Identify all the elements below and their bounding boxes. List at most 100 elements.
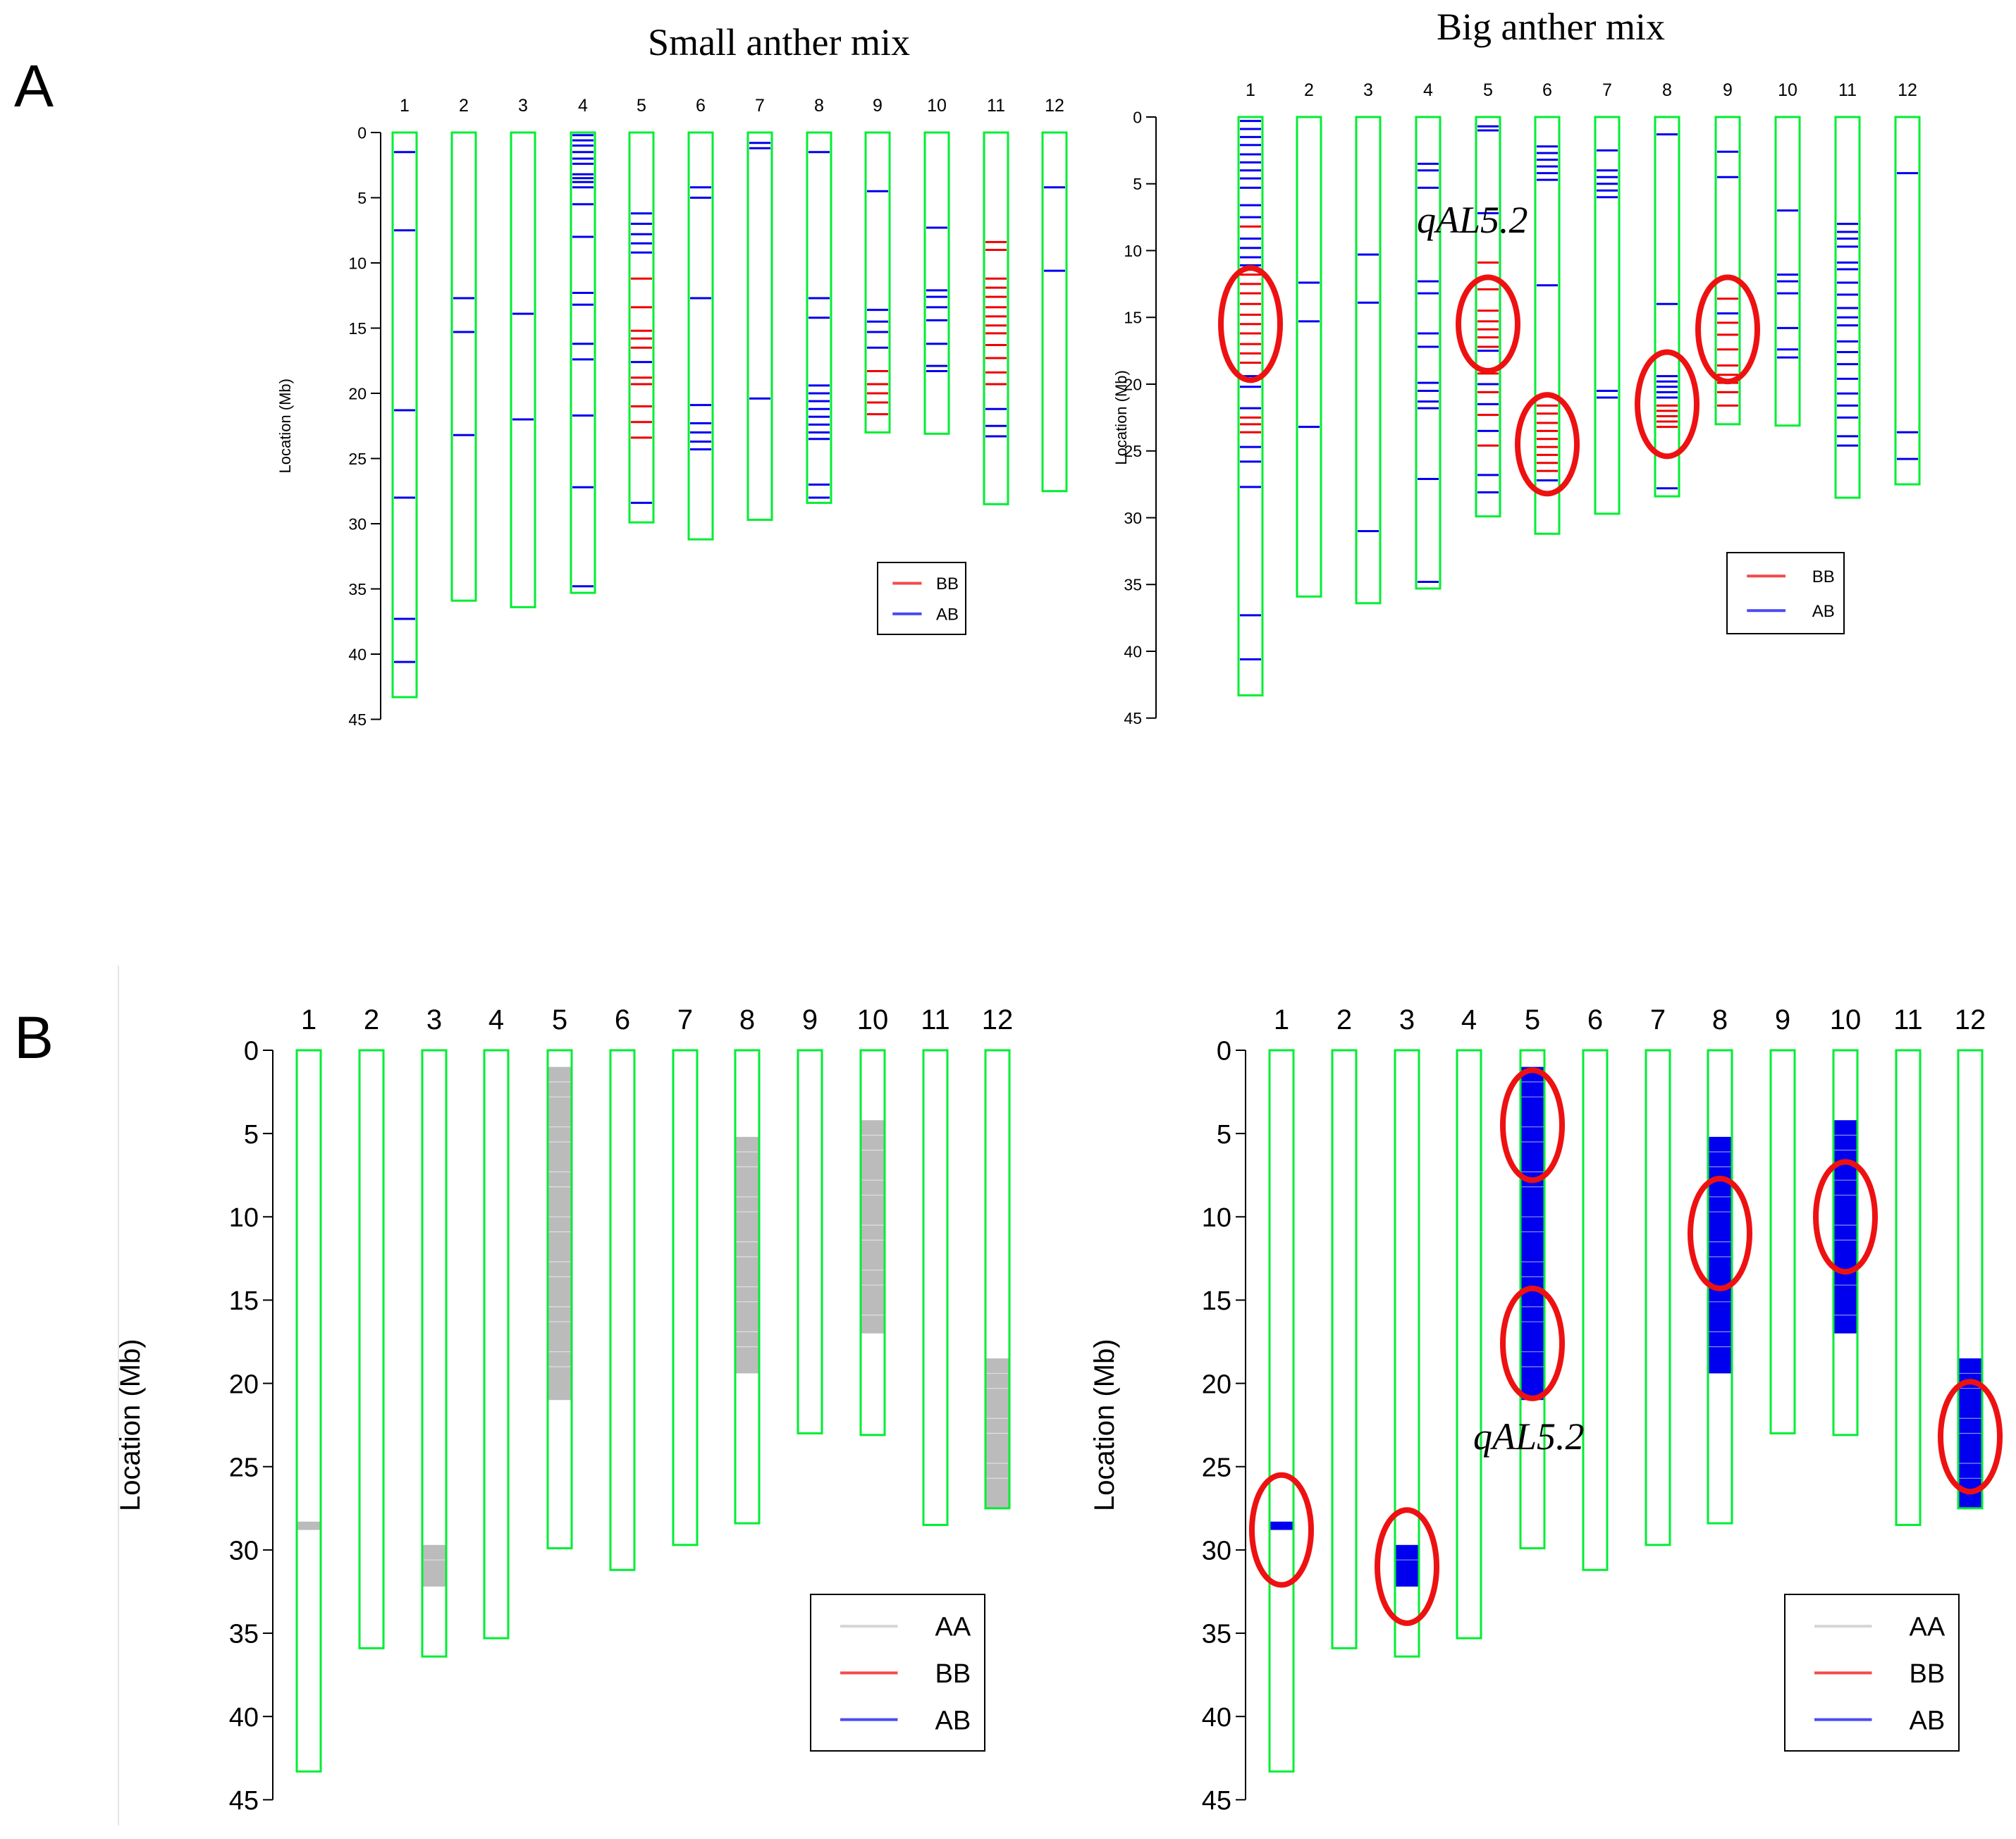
chromosome-label: 8: [814, 96, 824, 116]
legend-label-BB: BB: [1910, 1659, 1946, 1689]
chromosome-label: 2: [1304, 80, 1314, 100]
chromosome-9: [1714, 116, 1741, 426]
y-tick-label: 25: [1202, 1453, 1231, 1482]
chromosome-5: [628, 131, 655, 524]
chromosome-label: 8: [1662, 80, 1672, 100]
chromosome-11: [983, 131, 1009, 505]
genotype-block-AB: [1270, 1521, 1293, 1530]
legend-label-AB: AB: [935, 1706, 971, 1735]
y-tick-label: 30: [229, 1537, 259, 1566]
qtl-annotation: qAL5.2: [1473, 1415, 1585, 1458]
chromosome-label: 12: [1955, 1004, 1986, 1035]
chromosome-label: 6: [1542, 80, 1552, 100]
chromosome-4: [1415, 116, 1442, 590]
genotype-block-AA: [735, 1136, 759, 1374]
y-tick-label: 45: [1202, 1786, 1231, 1816]
highlight-circle: [1635, 349, 1700, 460]
genotype-block-AB: [1395, 1544, 1419, 1587]
y-tick-label: 35: [348, 580, 367, 598]
chromosome-3: [510, 131, 536, 608]
chromosome-5: [1519, 1049, 1546, 1550]
highlight-circle: [1515, 392, 1580, 497]
y-tick-label: 5: [244, 1120, 259, 1150]
chromosome-label: 4: [1423, 80, 1433, 100]
y-tick-label: 20: [1124, 375, 1142, 393]
chromosome-1: [391, 131, 418, 699]
chromosome-label: 2: [364, 1004, 379, 1035]
chromosome-12: [1894, 116, 1921, 486]
chromosome-label: 10: [927, 96, 947, 116]
chromosome-9: [1769, 1049, 1796, 1434]
y-axis-label: Location (Mb): [276, 379, 294, 474]
panel-a-big: Big anther mix051015202530354045Location…: [1112, 6, 1921, 727]
y-tick-label: 45: [229, 1786, 259, 1816]
y-tick-label: 30: [348, 515, 367, 533]
chromosome-label: 7: [1650, 1004, 1666, 1035]
chromosome-label: 10: [857, 1004, 889, 1035]
chromosome-10: [859, 1049, 886, 1437]
chromosome-5: [1475, 116, 1501, 518]
y-tick-label: 15: [348, 319, 367, 338]
y-tick-label: 0: [1133, 108, 1142, 126]
chromosome-label: 1: [1246, 80, 1255, 100]
y-tick-label: 5: [1133, 175, 1142, 193]
legend-label-AB: AB: [1910, 1706, 1946, 1735]
y-tick-label: 20: [1202, 1370, 1231, 1399]
chromosome-4: [570, 131, 596, 594]
chromosome-11: [922, 1049, 949, 1526]
chromosome-label: 9: [802, 1004, 818, 1035]
legend-label-AA: AA: [935, 1613, 971, 1642]
chromosome-12: [1041, 131, 1068, 493]
chromosome-label: 6: [696, 96, 706, 116]
legend-label-AB: AB: [1812, 602, 1835, 621]
chromosome-label: 1: [1274, 1004, 1289, 1035]
y-tick-label: 15: [1202, 1286, 1231, 1316]
chromosome-7: [1645, 1049, 1671, 1546]
chromosome-4: [483, 1049, 510, 1640]
chromosome-label: 10: [1778, 80, 1797, 100]
y-tick-label: 10: [1124, 242, 1142, 260]
chromosome-1: [1237, 116, 1264, 697]
panel-a-small: Small anther mix051015202530354045Locati…: [276, 21, 1068, 729]
legend-label-AA: AA: [1910, 1613, 1946, 1642]
y-tick-label: 35: [229, 1620, 259, 1649]
genotype-block-AA: [861, 1120, 885, 1334]
chromosome-label: 3: [1399, 1004, 1415, 1035]
highlight-circle: [1938, 1379, 2003, 1495]
chromosome-1: [295, 1049, 322, 1773]
chromosome-label: 9: [873, 96, 883, 116]
legend-box: [1726, 552, 1845, 634]
y-axis-label: Location (Mb): [1112, 370, 1130, 465]
genotype-block-AB: [1708, 1136, 1732, 1374]
chromosome-7: [672, 1049, 699, 1546]
chart-title: Big anther mix: [1437, 6, 1665, 48]
chromosome-5: [546, 1049, 573, 1550]
genotype-block-AB: [1833, 1120, 1857, 1334]
highlight-circle: [1249, 1472, 1314, 1588]
chromosome-12: [1957, 1049, 1984, 1510]
chromosome-label: 11: [921, 1004, 950, 1035]
panel-b-label: B: [14, 1004, 54, 1071]
chromosome-label: 7: [677, 1004, 693, 1035]
legend-box: [877, 562, 966, 635]
panel-b-divider: [118, 966, 119, 1826]
chart-title: Small anther mix: [648, 21, 910, 63]
chromosome-label: 5: [552, 1004, 567, 1035]
chromosome-label: 12: [982, 1004, 1014, 1035]
chromosome-label: 8: [739, 1004, 755, 1035]
chromosome-8: [734, 1049, 761, 1525]
chromosome-label: 3: [426, 1004, 442, 1035]
chromosome-label: 6: [615, 1004, 630, 1035]
panel-a-label: A: [14, 53, 54, 119]
y-tick-label: 25: [1124, 442, 1142, 460]
chromosome-label: 2: [1336, 1004, 1352, 1035]
qtl-annotation: qAL5.2: [1417, 199, 1528, 241]
chromosome-6: [687, 131, 714, 541]
highlight-circle: [1688, 1175, 1752, 1291]
chromosome-8: [806, 131, 832, 504]
y-tick-label: 40: [1202, 1703, 1231, 1733]
chromosome-label: 7: [755, 96, 765, 116]
